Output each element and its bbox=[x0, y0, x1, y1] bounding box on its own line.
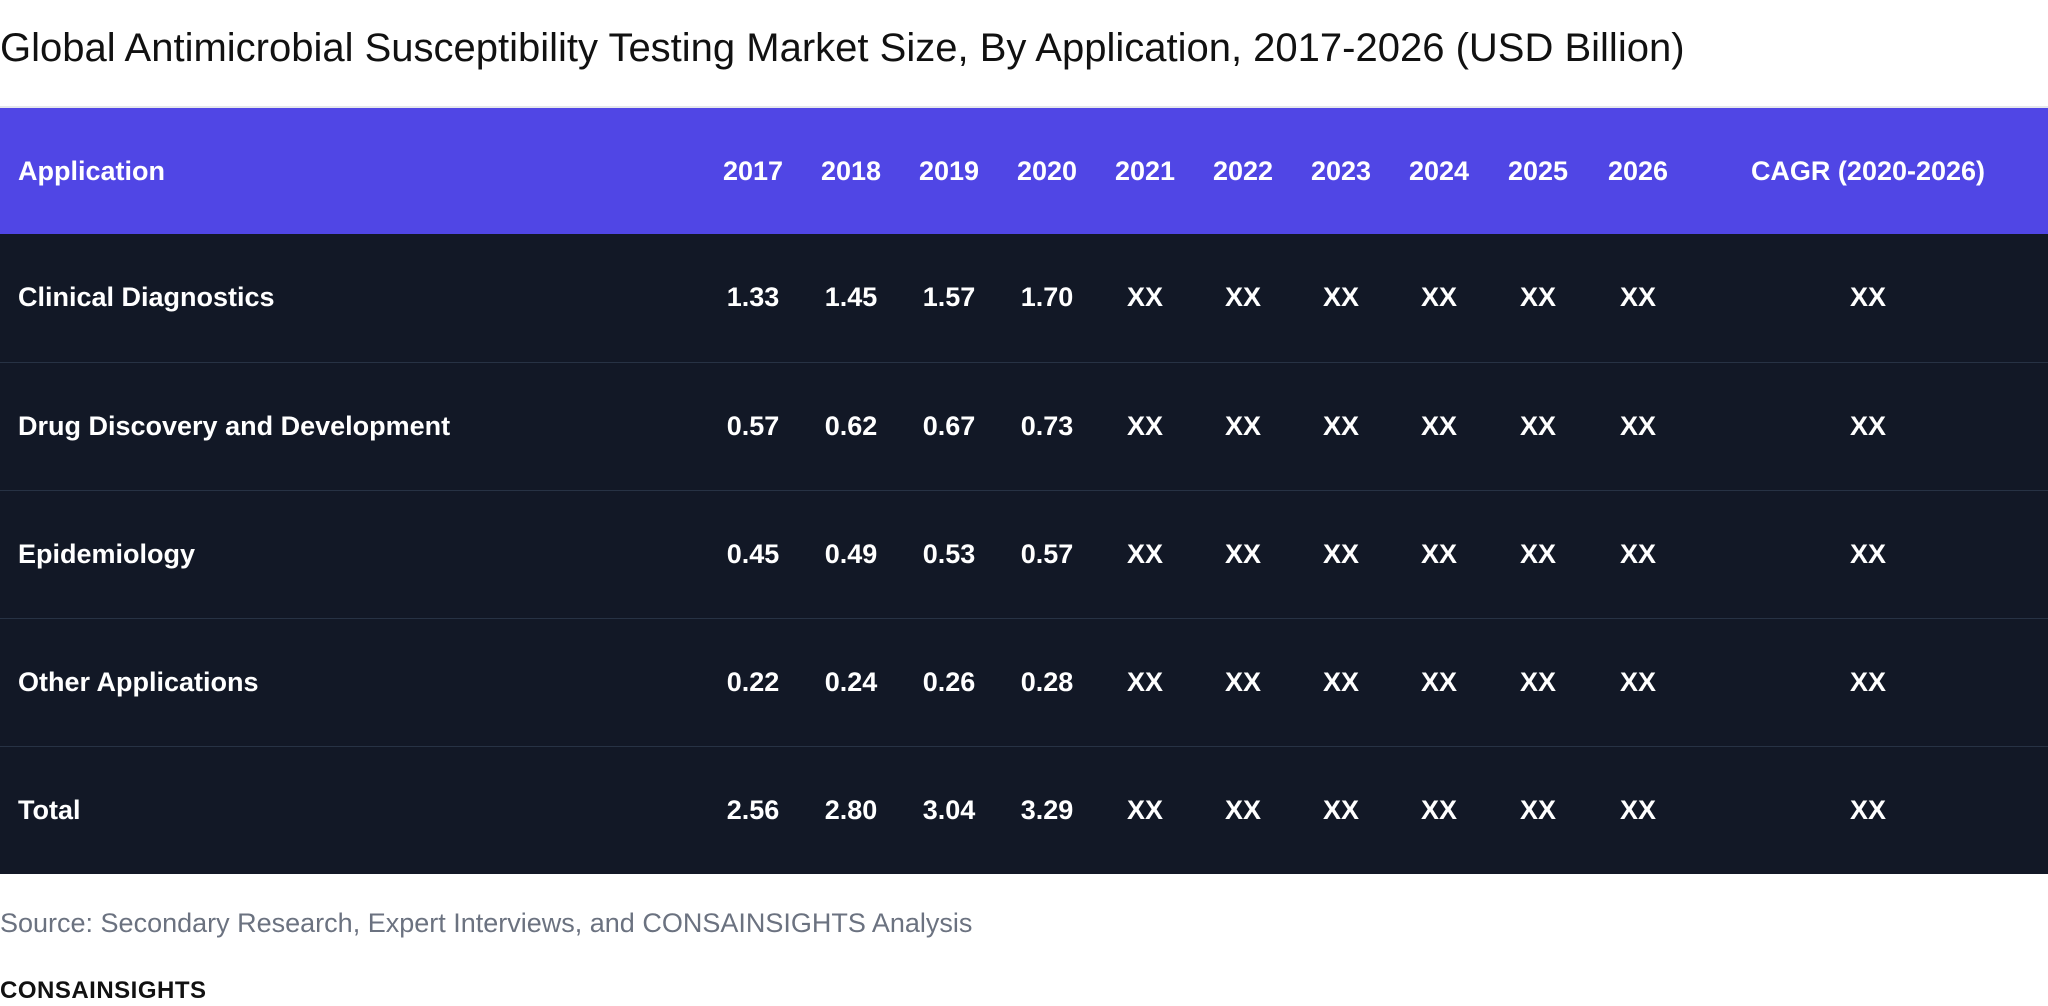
cell-2017: 2.56 bbox=[726, 794, 780, 825]
cell-2017: 0.57 bbox=[726, 410, 780, 441]
row-label: Other Applications bbox=[18, 666, 259, 697]
cell-cagr-2020-2026: XX bbox=[1849, 666, 1887, 697]
cell-2024: XX bbox=[1420, 666, 1458, 697]
source-note: Source: Secondary Research, Expert Inter… bbox=[0, 908, 973, 938]
column-header-2023: 2023 bbox=[1310, 155, 1372, 186]
cell-2020: 0.73 bbox=[1020, 410, 1074, 441]
cell-cagr-2020-2026: XX bbox=[1849, 410, 1887, 441]
row-label: Total bbox=[18, 794, 81, 825]
cell-2026: XX bbox=[1619, 666, 1657, 697]
table-row: Clinical Diagnostics 1.33 1.45 1.57 1.70 XX XX… bbox=[0, 234, 2048, 362]
cell-2026: XX bbox=[1619, 538, 1657, 569]
cell-2025: XX bbox=[1519, 794, 1557, 825]
column-header-cagr-2020-2026: CAGR (2020-2026) bbox=[1750, 155, 1986, 186]
column-header-2017: 2017 bbox=[722, 155, 784, 186]
cell-cagr-2020-2026: XX bbox=[1849, 282, 1887, 313]
cell-2017: 0.45 bbox=[726, 538, 780, 569]
cell-2018: 0.24 bbox=[824, 666, 878, 697]
cell-2021: XX bbox=[1126, 666, 1164, 697]
column-header-2022: 2022 bbox=[1212, 155, 1274, 186]
cell-2025: XX bbox=[1519, 410, 1557, 441]
column-header-2020: 2020 bbox=[1016, 155, 1078, 186]
cell-2023: XX bbox=[1322, 538, 1360, 569]
cell-2026: XX bbox=[1619, 410, 1657, 441]
cell-2023: XX bbox=[1322, 794, 1360, 825]
cell-2023: XX bbox=[1322, 666, 1360, 697]
cell-2019: 3.04 bbox=[922, 794, 976, 825]
cell-2025: XX bbox=[1519, 666, 1557, 697]
table-body: Clinical Diagnostics 1.33 1.45 1.57 1.70 XX XX… bbox=[0, 234, 2048, 874]
cell-2020: 1.70 bbox=[1020, 282, 1074, 313]
cell-2020: 0.57 bbox=[1020, 538, 1074, 569]
cell-2023: XX bbox=[1322, 282, 1360, 313]
chart-title: Global Antimicrobial Susceptibility Test… bbox=[0, 26, 1685, 70]
table-row: Drug Discovery and Development 0.57 0.62 0.… bbox=[0, 362, 2048, 490]
cell-2021: XX bbox=[1126, 282, 1164, 313]
column-header-2025: 2025 bbox=[1507, 155, 1569, 186]
cell-2024: XX bbox=[1420, 282, 1458, 313]
row-label: Drug Discovery and Development bbox=[18, 410, 451, 441]
cell-2022: XX bbox=[1224, 538, 1262, 569]
cell-2022: XX bbox=[1224, 282, 1262, 313]
cell-2023: XX bbox=[1322, 410, 1360, 441]
cell-cagr-2020-2026: XX bbox=[1849, 538, 1887, 569]
cell-2021: XX bbox=[1126, 794, 1164, 825]
table-row: Epidemiology 0.45 0.49 0.53 0.57 XX XX XX XX XX XX… bbox=[0, 490, 2048, 618]
cell-2021: XX bbox=[1126, 410, 1164, 441]
column-header-2021: 2021 bbox=[1114, 155, 1176, 186]
cell-2017: 1.33 bbox=[726, 282, 780, 313]
cell-2018: 0.49 bbox=[824, 538, 878, 569]
column-header-2024: 2024 bbox=[1408, 155, 1470, 186]
cell-2019: 1.57 bbox=[922, 282, 976, 313]
cell-2026: XX bbox=[1619, 282, 1657, 313]
market-size-table: Application 2017 2018 2019 2020 2021 2022 2023 2… bbox=[0, 108, 2048, 874]
column-header-2019: 2019 bbox=[918, 155, 980, 186]
cell-2024: XX bbox=[1420, 538, 1458, 569]
cell-2022: XX bbox=[1224, 794, 1262, 825]
cell-2020: 0.28 bbox=[1020, 666, 1074, 697]
cell-2018: 0.62 bbox=[824, 410, 878, 441]
table-row: Total 2.56 2.80 3.04 3.29 XX XX XX XX XX XX XX bbox=[0, 746, 2048, 874]
cell-2018: 1.45 bbox=[824, 282, 878, 313]
cell-2019: 0.53 bbox=[922, 538, 976, 569]
cell-2019: 0.67 bbox=[922, 410, 976, 441]
cell-2024: XX bbox=[1420, 794, 1458, 825]
cell-2018: 2.80 bbox=[824, 794, 878, 825]
cell-2022: XX bbox=[1224, 666, 1262, 697]
cell-2019: 0.26 bbox=[922, 666, 976, 697]
row-label: Epidemiology bbox=[18, 538, 196, 569]
cell-cagr-2020-2026: XX bbox=[1849, 794, 1887, 825]
title-divider bbox=[0, 106, 2048, 108]
brand-logo-text: CONSAINSIGHTS bbox=[0, 977, 207, 1004]
row-label: Clinical Diagnostics bbox=[18, 282, 275, 313]
cell-2022: XX bbox=[1224, 410, 1262, 441]
cell-2017: 0.22 bbox=[726, 666, 780, 697]
cell-2024: XX bbox=[1420, 410, 1458, 441]
cell-2025: XX bbox=[1519, 282, 1557, 313]
table-row: Other Applications 0.22 0.24 0.26 0.28 XX XX XX… bbox=[0, 618, 2048, 746]
column-header-2026: 2026 bbox=[1607, 155, 1669, 186]
cell-2021: XX bbox=[1126, 538, 1164, 569]
column-header-application: Application bbox=[18, 155, 165, 186]
cell-2020: 3.29 bbox=[1020, 794, 1074, 825]
table-header-row: Application 2017 2018 2019 2020 2021 2022 2023 2… bbox=[0, 108, 2048, 234]
cell-2025: XX bbox=[1519, 538, 1557, 569]
cell-2026: XX bbox=[1619, 794, 1657, 825]
column-header-2018: 2018 bbox=[820, 155, 882, 186]
